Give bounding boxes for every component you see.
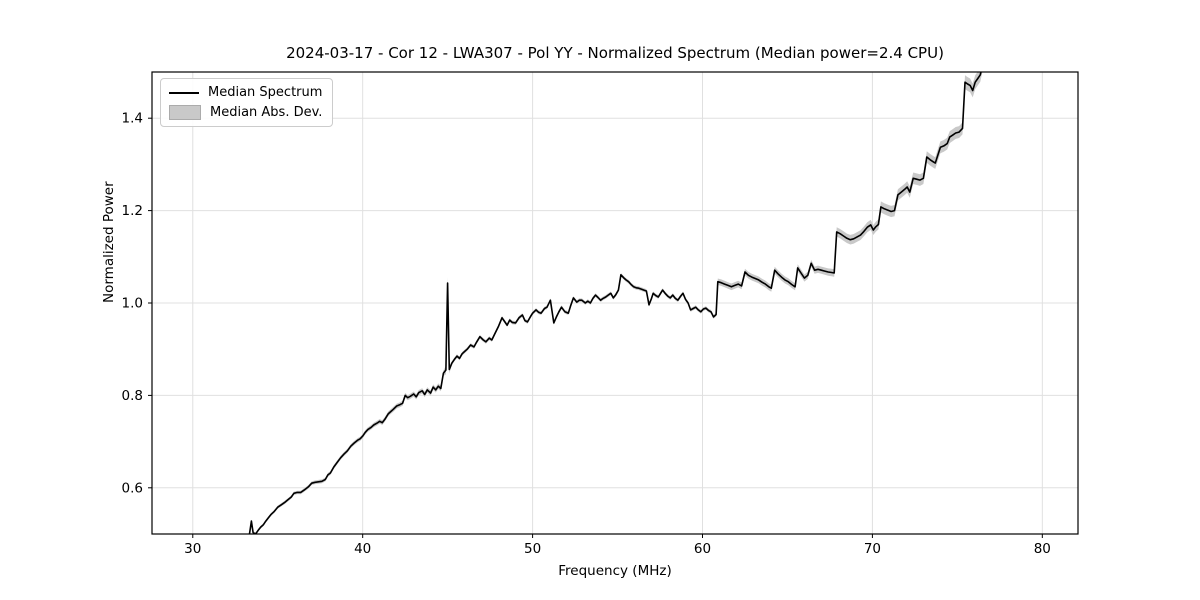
x-tick-label: 50 <box>524 541 541 557</box>
x-tick-label: 70 <box>864 541 881 557</box>
legend-patch-sample <box>169 105 201 120</box>
y-tick-label: 0.8 <box>122 388 143 404</box>
median-spectrum-line <box>248 72 982 534</box>
x-tick-label: 30 <box>184 541 201 557</box>
tick-labels: 30 40 50 60 70 80 0.6 0.8 1.0 1.2 1.4 <box>122 111 1051 557</box>
y-tick-label: 1.4 <box>122 111 143 127</box>
legend-label-median-abs-dev: Median Abs. Dev. <box>210 105 323 120</box>
grid <box>152 72 1078 534</box>
y-tick-label: 1.2 <box>122 203 143 219</box>
legend-item-median-spectrum: Median Spectrum <box>169 85 322 100</box>
legend-item-median-abs-dev: Median Abs. Dev. <box>169 105 322 120</box>
legend-label-median-spectrum: Median Spectrum <box>208 85 323 100</box>
ticks <box>148 117 1043 538</box>
y-tick-label: 1.0 <box>122 296 143 312</box>
legend-line-sample <box>169 91 199 94</box>
x-tick-label: 40 <box>354 541 371 557</box>
x-tick-label: 60 <box>694 541 711 557</box>
chart-title: 2024-03-17 - Cor 12 - LWA307 - Pol YY - … <box>286 44 944 62</box>
y-tick-label: 0.6 <box>122 480 143 496</box>
x-tick-label: 80 <box>1034 541 1051 557</box>
legend: Median Spectrum Median Abs. Dev. <box>160 78 334 127</box>
plot-area <box>248 72 983 534</box>
x-axis-label: Frequency (MHz) <box>558 563 672 579</box>
